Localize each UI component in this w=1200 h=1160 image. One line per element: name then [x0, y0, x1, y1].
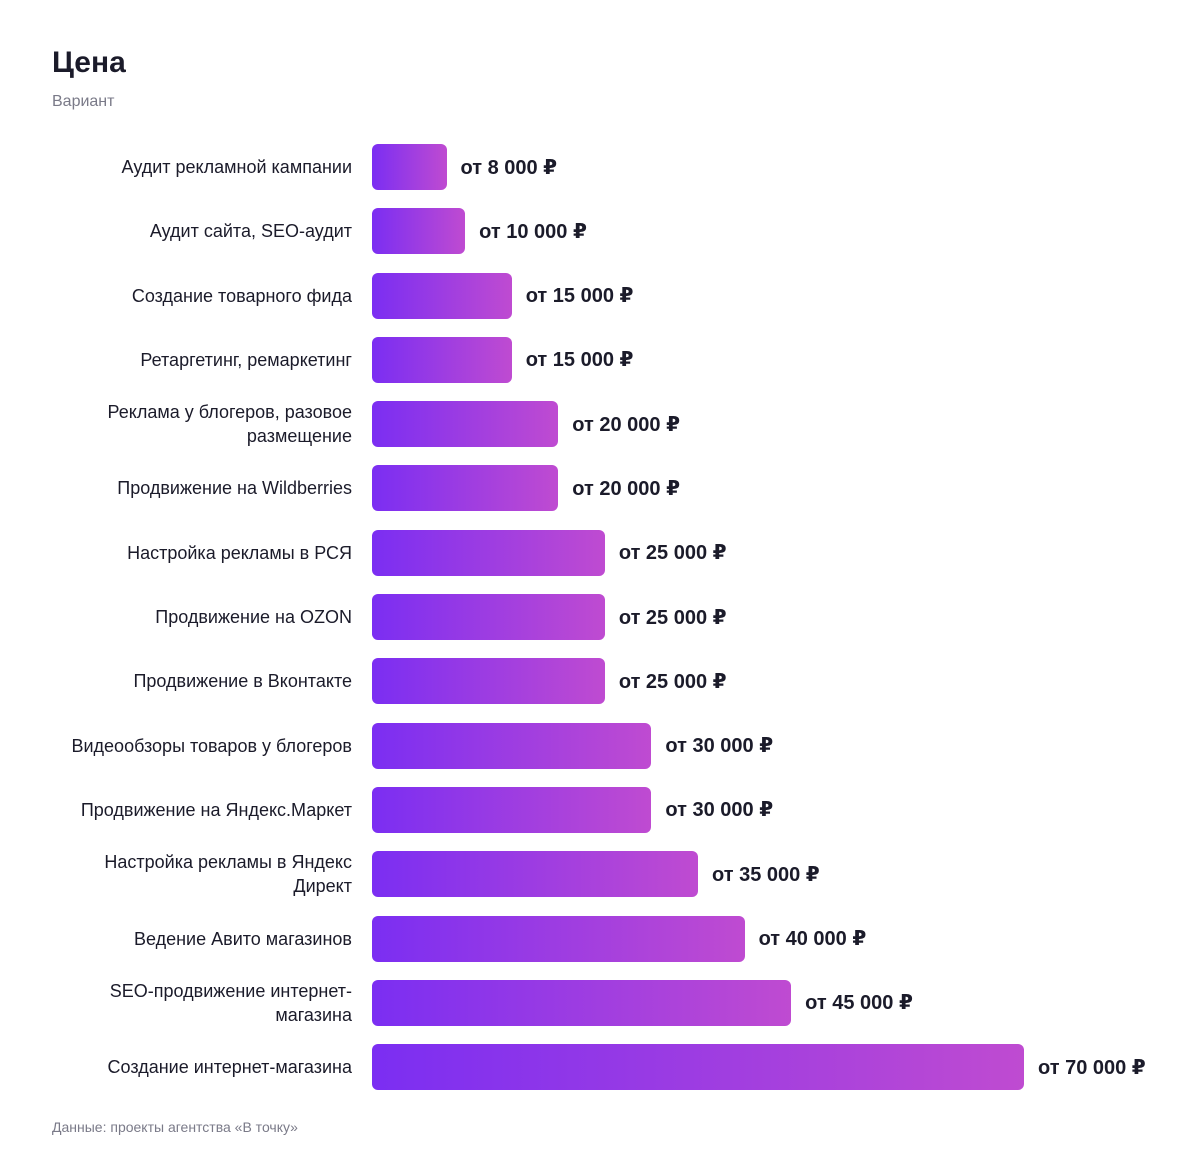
- category-label: Создание товарного фида: [131, 285, 352, 306]
- bar-row: Создание интернет-магазина от 70 000 ₽: [52, 1044, 1172, 1108]
- value-label: от 25 000 ₽: [618, 542, 727, 565]
- chart-subtitle: Вариант: [52, 93, 115, 110]
- category-label: Реклама у блогеров, разовое размещение: [107, 402, 352, 447]
- bar-row: SEO-продвижение интернет-магазина от 45 0…: [52, 979, 1172, 1044]
- value-label: от 25 000 ₽: [618, 670, 727, 693]
- bar-row: Продвижение на Яндекс.Маркет от 30 000 ₽: [52, 786, 1172, 851]
- category-label: Настройка рекламы в РСЯ: [127, 542, 352, 563]
- value-label: от 15 000 ₽: [525, 285, 634, 308]
- category-label: Продвижение в Вконтакте: [133, 671, 352, 692]
- bar-row: Аудит сайта, SEO-аудит от 10 000 ₽: [52, 208, 1172, 272]
- bar: [372, 144, 447, 190]
- value-label: от 30 000 ₽: [665, 799, 774, 822]
- category-label: Создание интернет-магазина: [107, 1057, 352, 1078]
- bar-row: Продвижение на Wildberries от 20 000 ₽: [52, 465, 1172, 529]
- value-label: от 10 000 ₽: [479, 220, 587, 243]
- bar: [372, 594, 605, 641]
- value-label: от 20 000 ₽: [572, 477, 680, 500]
- value-label: от 70 000 ₽: [1038, 1056, 1146, 1079]
- category-label: Видеообзоры товаров у блогеров: [71, 735, 352, 756]
- category-label: Продвижение на OZON: [155, 607, 352, 628]
- bar: [372, 851, 698, 898]
- category-label: Продвижение на Wildberries: [117, 478, 352, 499]
- value-label: от 45 000 ₽: [805, 992, 913, 1015]
- source-note: Данные: проекты агентства «В точку»: [52, 1119, 298, 1135]
- value-label: от 40 000 ₽: [758, 928, 867, 951]
- value-label: от 8 000 ₽: [460, 156, 558, 179]
- bar: [372, 465, 559, 512]
- value-label: от 30 000 ₽: [665, 735, 774, 758]
- bar: [372, 1044, 1024, 1091]
- bar-row: Ведение Авито магазинов от 40 000 ₽: [52, 915, 1172, 980]
- category-label: Ведение Авито магазинов: [133, 928, 352, 949]
- category-label: SEO-продвижение интернет-магазина: [109, 980, 352, 1025]
- category-label: Настройка рекламы в Яндекс Директ: [104, 852, 352, 897]
- value-label: от 35 000 ₽: [712, 863, 820, 886]
- bar-row: Ретаргетинг, ремаркетинг от 15 000 ₽: [52, 336, 1172, 401]
- chart-title: Цена: [52, 46, 126, 79]
- bar-row: Реклама у блогеров, разовое размещение от…: [52, 401, 1172, 465]
- bar: [372, 529, 605, 576]
- bar-row: Создание товарного фида от 15 000 ₽: [52, 272, 1172, 337]
- bar: [372, 401, 559, 448]
- bar-row: Аудит рекламной кампании от 8 000 ₽: [52, 144, 1172, 208]
- category-label: Продвижение на Яндекс.Маркет: [80, 799, 352, 820]
- bar-row: Настройка рекламы в Яндекс Директ от 35 0…: [52, 851, 1172, 915]
- category-label: Аудит сайта, SEO-аудит: [149, 221, 352, 242]
- bar-row: Продвижение на OZON от 25 000 ₽: [52, 594, 1172, 658]
- bar: [372, 272, 512, 319]
- bar: [372, 722, 652, 769]
- bar-chart: Аудит рекламной кампании от 8 000 ₽ Аудит …: [52, 144, 1172, 1108]
- bar: [372, 786, 652, 833]
- bar: [372, 915, 745, 962]
- bar-row: Продвижение в Вконтакте от 25 000 ₽: [52, 658, 1172, 722]
- bar: [372, 336, 512, 383]
- bar: [372, 979, 792, 1026]
- bar-row: Видеообзоры товаров у блогеров от 30 000 …: [52, 722, 1172, 787]
- category-label: Аудит рекламной кампании: [121, 157, 352, 177]
- bar-row: Настройка рекламы в РСЯ от 25 000 ₽: [52, 529, 1172, 594]
- bar: [372, 658, 605, 705]
- value-label: от 25 000 ₽: [618, 606, 727, 629]
- value-label: от 20 000 ₽: [572, 413, 680, 436]
- category-label: Ретаргетинг, ремаркетинг: [140, 349, 352, 370]
- value-label: от 15 000 ₽: [525, 349, 634, 372]
- bar: [372, 208, 466, 255]
